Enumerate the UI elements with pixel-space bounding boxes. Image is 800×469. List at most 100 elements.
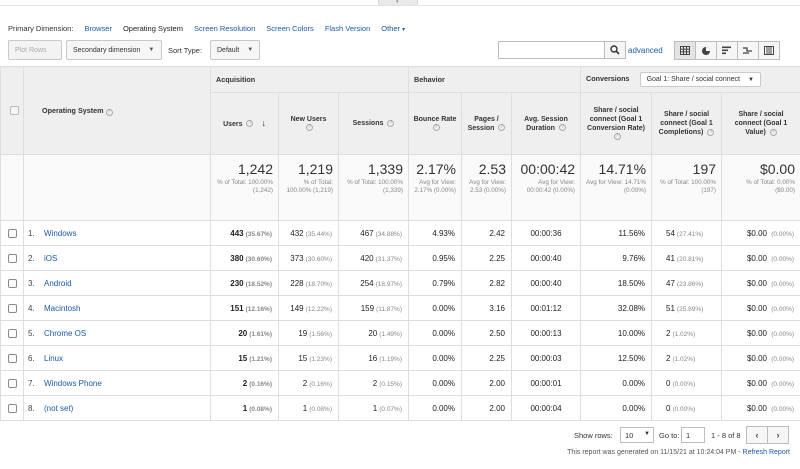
dimension-screen-colors[interactable]: Screen Colors	[266, 23, 314, 33]
help-icon[interactable]: ?	[558, 124, 566, 132]
advanced-link[interactable]: advanced	[628, 46, 663, 55]
sessions-pct: (31.37%)	[375, 255, 402, 263]
completions-value: 54	[666, 228, 675, 238]
row-checkbox[interactable]	[7, 328, 17, 338]
help-icon[interactable]: ?	[707, 128, 715, 136]
row-sessions: 16 (1.19%)	[338, 345, 409, 371]
sort-type-label: Sort Type:	[168, 46, 203, 55]
os-link[interactable]: (not set)	[44, 403, 74, 413]
dimension-flash-version[interactable]: Flash Version	[324, 23, 371, 33]
total-bounce-rate-sub: Avg for View: 2.17% (0.00%)	[414, 179, 456, 194]
total-conv-rate: 14.71% Avg for View: 14.71% (0.00%)	[580, 154, 653, 221]
pager-buttons: ‹ ›	[746, 426, 789, 444]
select-all-cell	[0, 66, 24, 155]
value-pct: (0.00%)	[771, 305, 795, 313]
col-value[interactable]: Share / social connect (Goal 1 Value) ?	[721, 92, 800, 155]
table-row: 3. Android 230 (18.52%) 228 (18.70%) 254 (18.97…	[0, 270, 800, 296]
row-checkbox[interactable]	[7, 303, 17, 313]
row-new-users: 2 (0.16%)	[278, 370, 339, 396]
goto-input[interactable]: 1	[681, 427, 705, 443]
row-bounce-rate: 0.79%	[408, 270, 462, 296]
help-icon[interactable]: ?	[432, 124, 440, 132]
row-checkbox[interactable]	[7, 253, 17, 263]
row-index: 7.	[28, 378, 35, 388]
generated-note: This report was generated on 11/15/21 at…	[567, 449, 741, 456]
help-icon[interactable]: ?	[306, 124, 313, 132]
help-icon[interactable]: ?	[105, 108, 113, 116]
completions-value: 2	[666, 353, 671, 363]
pivot-view-button[interactable]	[758, 41, 780, 60]
os-link[interactable]: iOS	[44, 253, 58, 263]
os-link[interactable]: Windows	[44, 228, 77, 238]
col-users[interactable]: Users ? ↓	[210, 92, 279, 155]
row-avg-duration: 00:00:01	[510, 370, 582, 396]
completions-value: 51	[666, 303, 675, 313]
row-sessions: 2 (0.15%)	[338, 370, 409, 396]
os-link[interactable]: Windows Phone	[44, 378, 102, 388]
sort-type-dropdown[interactable]: Default ▼	[210, 40, 260, 60]
search-input[interactable]	[498, 41, 606, 59]
col-bounce-rate[interactable]: Bounce Rate ?	[408, 92, 462, 155]
show-rows-select[interactable]: 10 ▼	[620, 427, 654, 443]
row-checkbox[interactable]	[7, 353, 17, 363]
next-page-button[interactable]: ›	[767, 426, 789, 444]
primary-dimension-label: Primary Dimension:	[8, 23, 74, 33]
total-users-sub: % of Total: 100.00% (1,242)	[217, 179, 273, 194]
col-sessions-label: Sessions	[352, 120, 384, 127]
row-avg-duration: 00:00:40	[510, 245, 582, 271]
select-all-checkbox[interactable]	[10, 106, 19, 116]
completions-value: 2	[666, 328, 671, 338]
help-icon[interactable]: ?	[387, 119, 395, 127]
bar-chart-icon	[722, 46, 731, 55]
goal-select-dropdown[interactable]: Goal 1: Share / social connect ▼	[639, 72, 761, 87]
row-checkbox[interactable]	[7, 278, 17, 288]
help-icon[interactable]: ?	[246, 120, 254, 128]
col-sessions[interactable]: Sessions ?	[338, 92, 409, 155]
sessions-value: 16	[368, 353, 378, 363]
search-button[interactable]	[604, 41, 626, 59]
col-avg-duration[interactable]: Avg. Session Duration ?	[510, 92, 582, 155]
col-new-users[interactable]: New Users?	[278, 92, 339, 155]
row-bounce-rate: 0.00%	[408, 320, 462, 346]
completions-value: 41	[666, 253, 675, 263]
row-completions: 0 (0.00%)	[651, 370, 723, 396]
pie-view-button[interactable]	[695, 41, 717, 60]
os-link[interactable]: Chrome OS	[44, 328, 87, 338]
row-conv-rate: 12.50%	[580, 345, 653, 371]
performance-view-button[interactable]	[716, 41, 738, 60]
os-link[interactable]: Android	[44, 278, 72, 288]
secondary-dimension-dropdown[interactable]: Secondary dimension ▼	[66, 40, 162, 60]
chevron-down-icon: ▼	[247, 47, 254, 53]
col-completions[interactable]: Share / social connect (Goal 1 Completio…	[651, 92, 723, 155]
row-index: 8.	[28, 403, 35, 413]
col-pages-session-label: Pages / Session	[467, 115, 499, 132]
dimension-other-dropdown[interactable]: Other ▾	[381, 24, 405, 33]
comparison-view-button[interactable]	[737, 41, 759, 60]
help-icon[interactable]: ?	[613, 133, 621, 141]
os-link[interactable]: Linux	[44, 353, 64, 363]
help-icon[interactable]: ?	[769, 128, 777, 136]
col-pages-session[interactable]: Pages / Session ?	[461, 92, 512, 155]
row-checkbox-cell	[0, 370, 24, 396]
sessions-pct: (11.87%)	[376, 305, 402, 313]
table-view-button[interactable]	[674, 41, 696, 60]
dimension-screen-resolution[interactable]: Screen Resolution	[193, 23, 256, 33]
value-pct: (0.00%)	[771, 330, 795, 338]
os-link[interactable]: Macintosh	[44, 303, 81, 313]
help-icon[interactable]: ?	[498, 124, 506, 132]
row-checkbox[interactable]	[7, 228, 17, 238]
refresh-report-link[interactable]: Refresh Report	[742, 449, 790, 456]
dimension-header[interactable]: Operating System ?	[23, 66, 211, 155]
plot-rows-button[interactable]: Plot Rows	[8, 40, 62, 60]
plot-rows-label: Plot Rows	[15, 46, 47, 54]
dimension-browser[interactable]: Browser	[84, 23, 112, 33]
report-footer: This report was generated on 11/15/21 at…	[567, 449, 790, 456]
row-users: 151 (12.16%)	[210, 295, 279, 321]
row-checkbox[interactable]	[7, 403, 17, 413]
col-conv-rate[interactable]: Share / social connect (Goal 1 Conversio…	[580, 92, 653, 155]
table-row: 2. iOS 380 (30.60%) 373 (30.60%) 420 (31.37%) 0.…	[0, 245, 800, 271]
table-row: 7. Windows Phone 2 (0.16%) 2 (0.16%) 2 (0.15%) 0…	[0, 370, 800, 396]
row-checkbox[interactable]	[7, 378, 17, 388]
prev-page-button[interactable]: ‹	[746, 426, 768, 444]
row-checkbox-cell	[0, 220, 24, 246]
